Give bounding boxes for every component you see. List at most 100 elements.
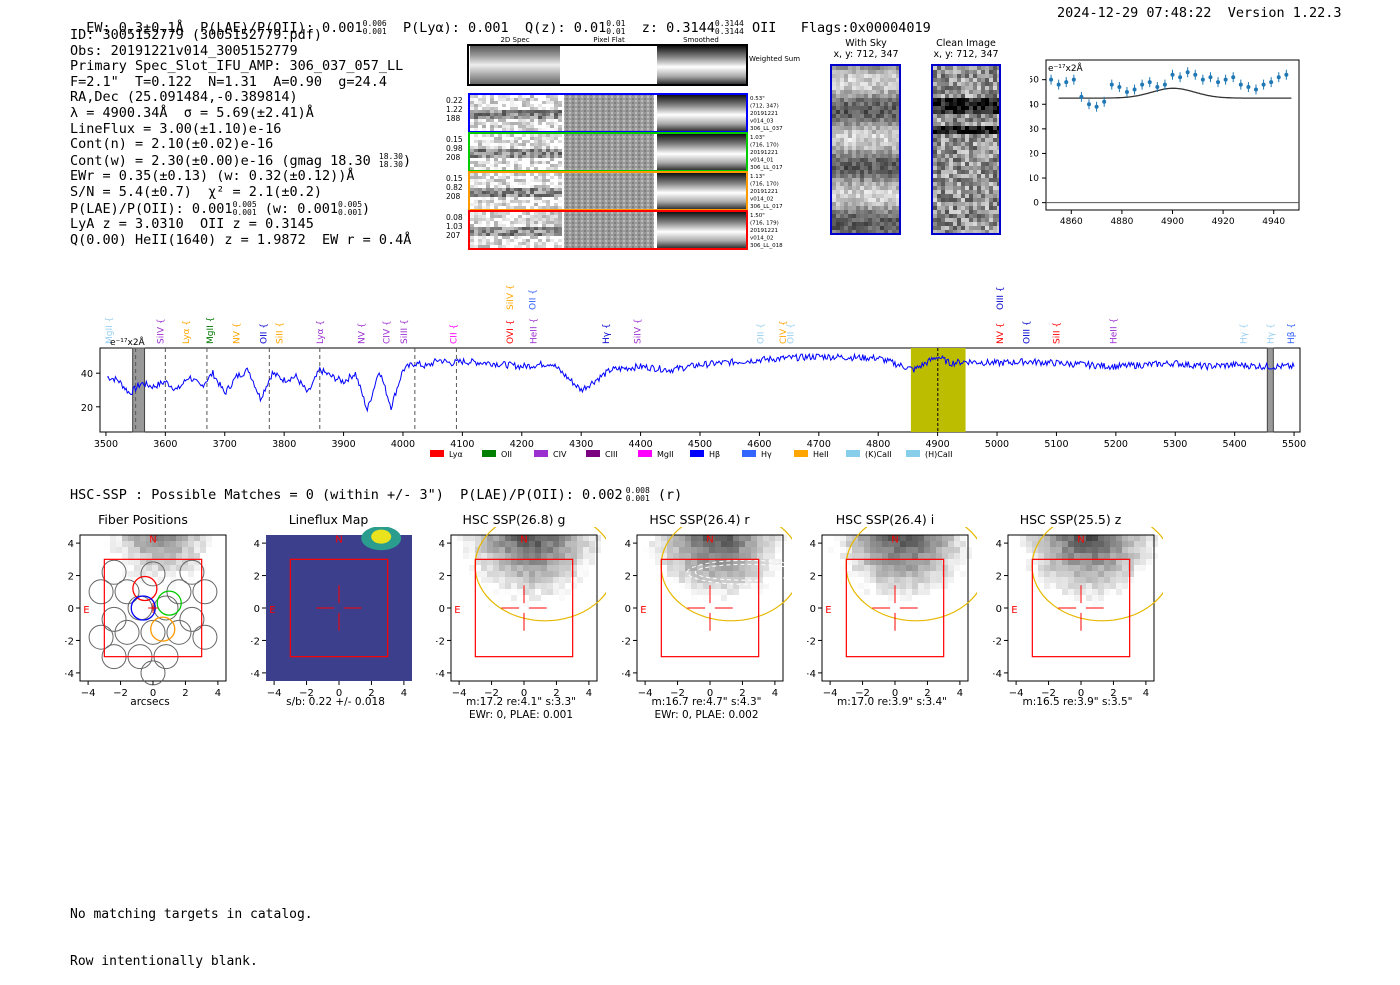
hsc-pixel xyxy=(80,595,86,601)
cutout-pixel xyxy=(546,125,550,128)
hsc-pixel xyxy=(116,535,122,541)
cutout-pixel xyxy=(482,242,486,245)
hsc-pixel xyxy=(481,679,487,685)
sky-pixel xyxy=(888,194,892,198)
hsc-pixel xyxy=(146,589,152,595)
hsc-pixel xyxy=(595,661,601,667)
fit-point xyxy=(1079,95,1083,99)
cutout-pixel xyxy=(470,224,474,227)
cutout-pixel xyxy=(522,194,526,197)
hsc-pixel xyxy=(511,667,517,673)
hsc-pixel xyxy=(834,541,840,547)
hsc-pixel xyxy=(637,661,643,667)
cutout-pixel xyxy=(486,155,490,158)
cutout-pixel xyxy=(522,233,526,236)
fit-point xyxy=(1208,75,1212,79)
hsc-pixel xyxy=(469,649,475,655)
hsc-pixel xyxy=(104,541,110,547)
sky-pixel xyxy=(872,138,876,142)
cutout-pixel xyxy=(550,107,554,110)
hsc-pixel xyxy=(517,655,523,661)
clean-pixel xyxy=(957,86,961,90)
clean-pixel xyxy=(973,206,977,210)
hsc-pixel xyxy=(703,547,709,553)
hsc-pixel xyxy=(499,601,505,607)
hsc-pixel xyxy=(643,631,649,637)
sky-pixel xyxy=(836,226,840,230)
hsc-pixel xyxy=(769,583,775,589)
hsc-pixel xyxy=(930,541,936,547)
cutout-pixel xyxy=(534,200,538,203)
hsc-pixel xyxy=(80,673,86,679)
sky-pixel xyxy=(832,114,836,118)
sky-pixel xyxy=(832,170,836,174)
clean-pixel xyxy=(977,174,981,178)
hsc-pixel xyxy=(924,535,930,541)
cutout-pixel xyxy=(510,158,514,161)
hsc-pixel xyxy=(451,661,457,667)
clean-pixel xyxy=(965,94,969,98)
hsc-ytick-label: −4 xyxy=(251,669,260,680)
hsc-pixel xyxy=(188,535,194,541)
hsc-pixel xyxy=(565,619,571,625)
clean-pixel xyxy=(941,162,945,166)
cutout-pixel xyxy=(490,158,494,161)
clean-pixel xyxy=(985,98,989,102)
sky-pixel xyxy=(840,218,844,222)
cutout-pixel xyxy=(526,167,530,170)
clean-pixel xyxy=(973,86,977,90)
cutout-pixel xyxy=(546,101,550,104)
sky-pixel xyxy=(892,130,896,134)
hsc-pixel xyxy=(565,625,571,631)
sky-pixel xyxy=(892,218,896,222)
clean-pixel xyxy=(969,186,973,190)
hsc-pixel xyxy=(523,655,529,661)
clean-pixel xyxy=(977,206,981,210)
hsc-pixel xyxy=(110,577,116,583)
hsc-pixel xyxy=(715,589,721,595)
clean-pixel xyxy=(977,130,981,134)
hsc-pixel xyxy=(505,571,511,577)
cutout-pixel xyxy=(486,239,490,242)
cutout-pixel xyxy=(470,119,474,122)
hsc-pixel xyxy=(475,535,481,541)
hsc-pixel xyxy=(571,637,577,643)
clean-pixel xyxy=(969,210,973,214)
cutout-pixel xyxy=(550,206,554,209)
clean-pixel xyxy=(977,94,981,98)
cutout-pixel xyxy=(506,125,510,128)
cutout-pixel xyxy=(514,197,518,200)
east-label: E xyxy=(83,605,89,616)
hsc-pixel xyxy=(182,553,188,559)
hsc-pixel xyxy=(164,655,170,661)
sky-pixel xyxy=(880,174,884,178)
hsc-pixel xyxy=(583,577,589,583)
clean-pixel xyxy=(973,70,977,74)
cutout-pixel xyxy=(542,128,546,131)
cutout-pixel xyxy=(550,191,554,194)
hsc-pixel xyxy=(206,661,212,667)
line-label: HeII { xyxy=(1109,318,1119,344)
hsc-pixel xyxy=(685,547,691,553)
cutout-pixel xyxy=(546,194,550,197)
cutout-pixel xyxy=(486,215,490,218)
hsc-pixel xyxy=(463,643,469,649)
cutout-pixel xyxy=(494,152,498,155)
cutout-pixel xyxy=(542,98,546,101)
hsc-pixel xyxy=(212,571,218,577)
sky-pixel xyxy=(872,82,876,86)
cutout-pixel xyxy=(550,245,554,248)
cutout-pixel xyxy=(478,224,482,227)
clean-pixel xyxy=(981,82,985,86)
cutout-pixel xyxy=(486,164,490,167)
hsc-pixel xyxy=(763,553,769,559)
cutout-pixel xyxy=(546,107,550,110)
cutout-pixel xyxy=(550,104,554,107)
hsc-pixel xyxy=(757,547,763,553)
hsc-pixel xyxy=(667,649,673,655)
sky-pixel xyxy=(852,198,856,202)
hsc-pixel xyxy=(553,625,559,631)
hsc-pixel xyxy=(535,601,541,607)
hsc-pixel xyxy=(511,541,517,547)
cutout-pixel xyxy=(542,173,546,176)
